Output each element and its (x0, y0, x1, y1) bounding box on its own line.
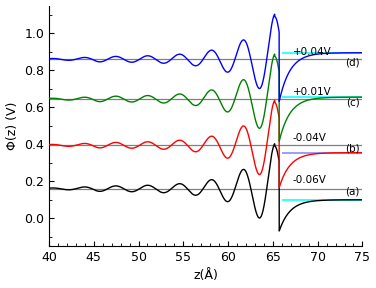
X-axis label: z(Å): z(Å) (193, 270, 218, 283)
Text: +0.01V: +0.01V (293, 87, 331, 96)
Y-axis label: Φ(z) (V): Φ(z) (V) (6, 102, 18, 150)
Text: (a): (a) (346, 186, 360, 196)
Text: -0.06V: -0.06V (293, 175, 326, 185)
Text: +0.04V: +0.04V (293, 47, 331, 57)
Text: (b): (b) (345, 144, 360, 154)
Text: (c): (c) (346, 98, 360, 108)
Text: (d): (d) (345, 58, 360, 68)
Text: -0.04V: -0.04V (293, 133, 326, 143)
